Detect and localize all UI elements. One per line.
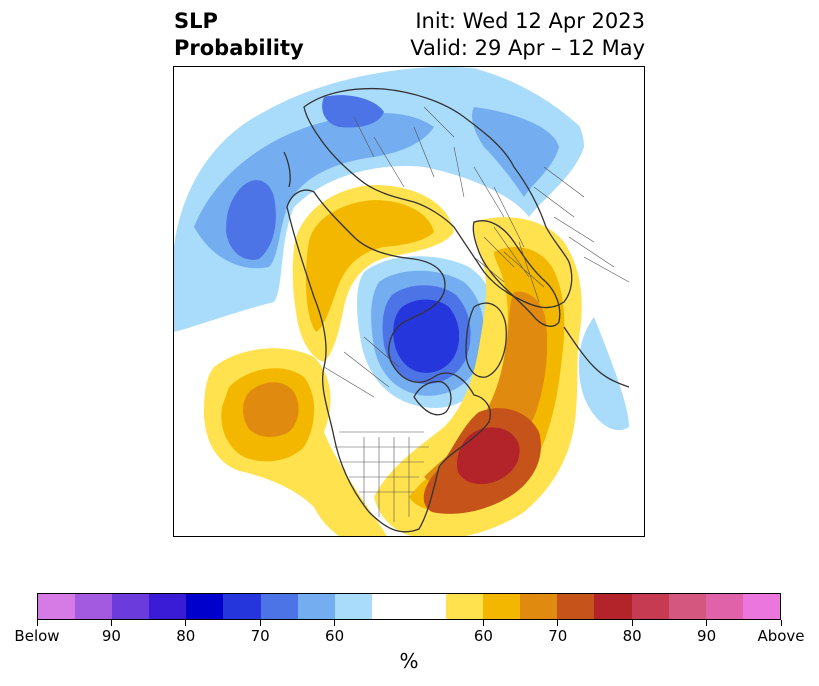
colorbar-tick-label: Above (757, 627, 805, 645)
colorbar-segment (38, 594, 76, 619)
init-date: Init: Wed 12 Apr 2023 (415, 9, 645, 33)
coastlines (283, 87, 630, 533)
colorbar-segment (483, 594, 521, 619)
title-line-2: Probability (174, 36, 304, 60)
colorbar-tick (780, 620, 782, 626)
above-65-region-canada (306, 200, 434, 332)
title-line-1: SLP (174, 9, 218, 33)
country-borders (323, 106, 630, 522)
colorbar-tick (110, 620, 112, 626)
map-title: SLP Probability (174, 8, 304, 62)
below-75-region-arctic (393, 299, 460, 373)
colorbar-segment (594, 594, 632, 619)
above-70-region-west (243, 382, 299, 437)
japan-coastline (283, 151, 291, 188)
asia-borders (533, 166, 630, 283)
colorbar-tick-label: 80 (176, 627, 196, 645)
colorbar-segment (520, 594, 558, 619)
probability-map (174, 67, 630, 536)
us-states-grid (334, 437, 429, 522)
colorbar-segment (223, 594, 261, 619)
colorbar-segment (75, 594, 113, 619)
valid-period: Valid: 29 Apr – 12 May (410, 36, 645, 60)
colorbar-tick (334, 620, 336, 626)
below-65-region-atlantic (472, 107, 559, 197)
colorbar-segment (742, 594, 780, 619)
colorbar-tick (259, 620, 261, 626)
north-africa-coastline (563, 326, 630, 388)
below-70-region-pacific (226, 180, 276, 260)
colorbar-tick-label: 60 (473, 627, 493, 645)
colorbar (37, 593, 781, 620)
colorbar-tick-label: 90 (101, 627, 121, 645)
hudson-bay-coastline (413, 380, 452, 416)
colorbar-segment (371, 594, 409, 619)
above-80-region-east (456, 427, 520, 485)
colorbar-segment (260, 594, 298, 619)
colorbar-segment (149, 594, 187, 619)
colorbar-tick-label: 60 (325, 627, 345, 645)
europe-coastline (472, 220, 561, 327)
colorbar-tick-label: 70 (250, 627, 270, 645)
colorbar-segment (297, 594, 335, 619)
colorbar-tick (631, 620, 633, 626)
canada-provinces (323, 336, 400, 398)
colorbar-segment (668, 594, 706, 619)
north-america-coastline (286, 189, 491, 533)
colorbar-segment (334, 594, 372, 619)
colorbar-segment (112, 594, 150, 619)
colorbar-unit: % (399, 649, 419, 673)
colorbar-segment (446, 594, 484, 619)
colorbar-tick (706, 620, 708, 626)
forecast-dates: Init: Wed 12 Apr 2023 Valid: 29 Apr – 12… (410, 8, 645, 62)
colorbar-segment (557, 594, 595, 619)
colorbar-tick-label: Below (14, 627, 60, 645)
below-60-region-pacific-east (578, 317, 629, 431)
colorbar-tick-label: 80 (622, 627, 642, 645)
map-panel (173, 66, 645, 537)
colorbar-tick (482, 620, 484, 626)
colorbar-tick (36, 620, 38, 626)
colorbar-tick-label: 90 (697, 627, 717, 645)
colorbar-segment (408, 594, 447, 619)
colorbar-segment (186, 594, 224, 619)
colorbar-tick-label: 70 (548, 627, 568, 645)
greenland-coastline (465, 302, 507, 378)
europe-borders (473, 226, 545, 303)
colorbar-segment (705, 594, 743, 619)
eurasia-borders (353, 106, 525, 248)
below-70-region-europe (322, 95, 384, 128)
colorbar-tick (557, 620, 559, 626)
colorbar-segment (631, 594, 669, 619)
colorbar-tick (185, 620, 187, 626)
